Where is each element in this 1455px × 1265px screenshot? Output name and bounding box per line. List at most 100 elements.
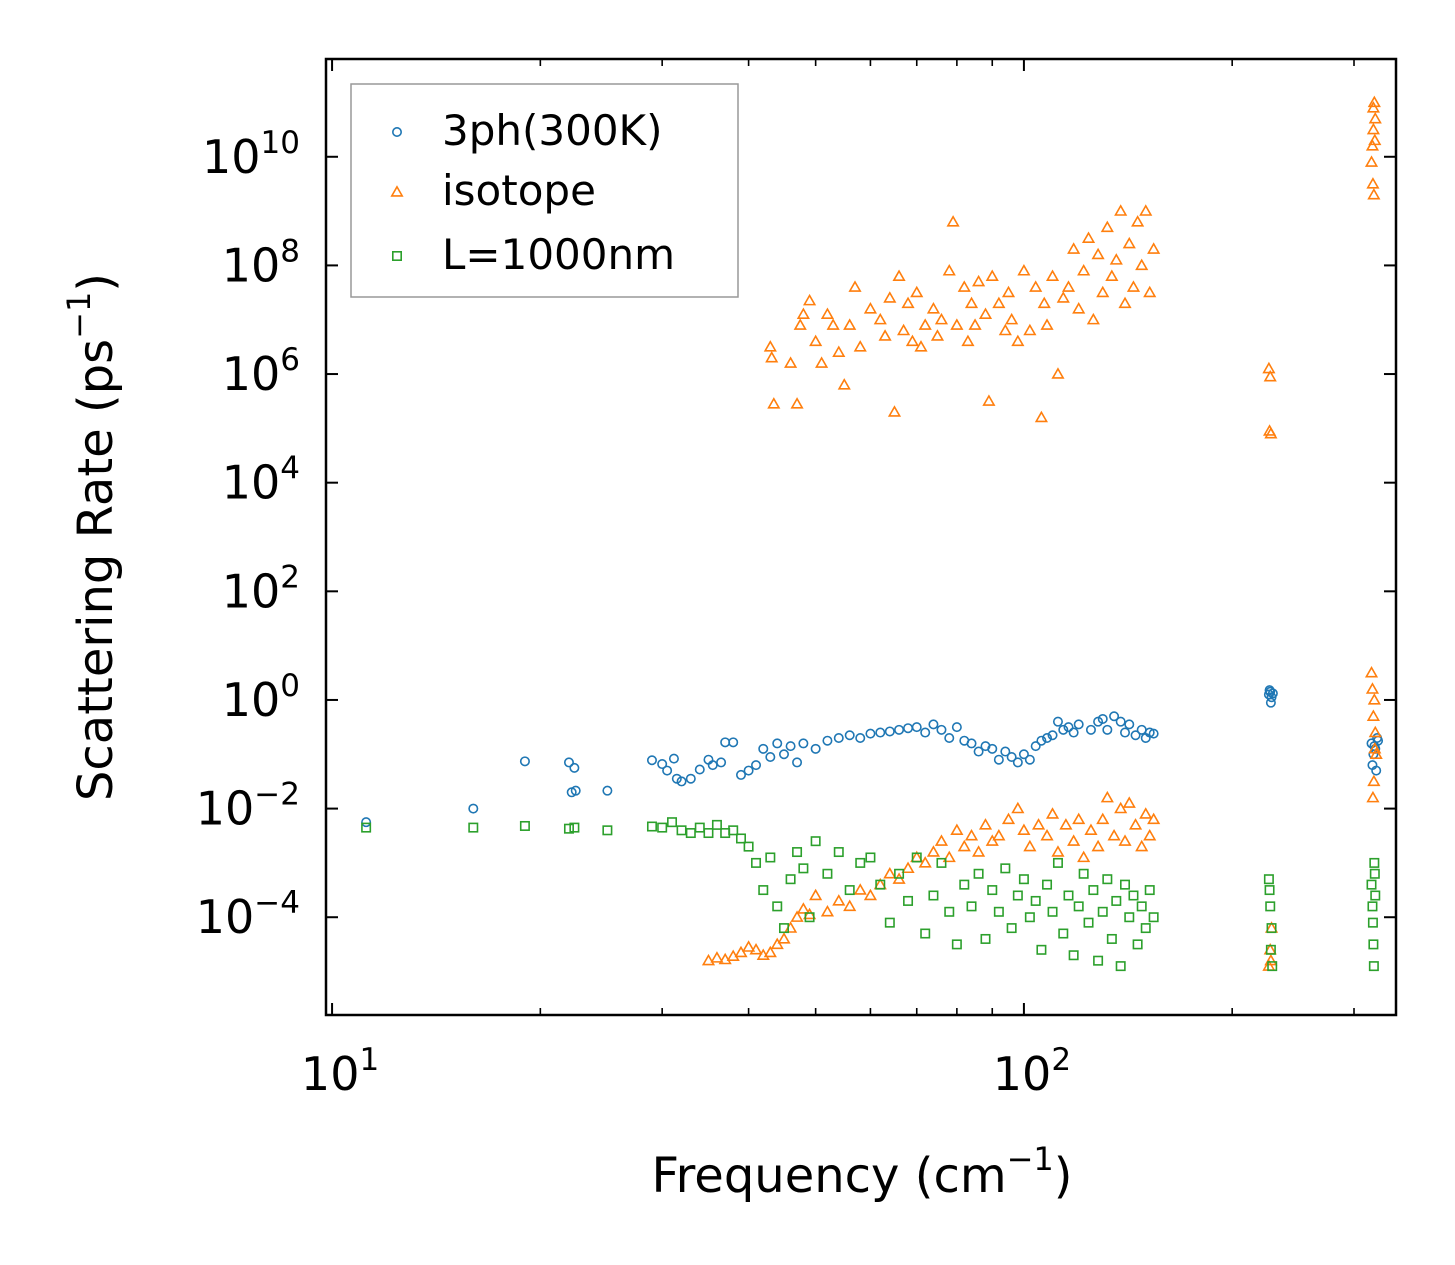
data-point-3ph [1018,749,1029,760]
data-point-isotope [1061,280,1076,292]
data-point-boundary [1073,901,1084,912]
data-point-3ph [563,757,574,768]
data-point-isotope [742,940,756,952]
data-point-3ph [735,769,746,780]
data-point-isotope [1122,236,1136,249]
data-point-isotope [1091,247,1105,260]
data-point-isotope [1364,155,1379,167]
x-axis-label-main: Frequency (cm [651,1148,1006,1204]
data-point-isotope [901,861,915,874]
data-point-isotope [950,318,964,330]
data-point-isotope [985,269,999,281]
data-point-isotope [863,888,878,901]
data-point-isotope [1128,818,1143,830]
data-point-isotope [934,312,949,325]
data-point-3ph [569,762,580,773]
data-point-3ph [758,743,769,754]
data-point-3ph [716,757,727,768]
legend-box [350,83,739,298]
data-point-boundary [875,879,886,890]
data-point-3ph [987,743,998,754]
data-point-3ph [1068,727,1079,738]
data-point-boundary [1030,895,1041,906]
series-boundary [361,817,1381,972]
data-point-isotope [832,894,846,906]
legend-entry-3ph: 3ph(300K) [391,106,662,155]
data-point-isotope [710,951,724,963]
data-point-boundary [1036,944,1047,955]
data-point-boundary [1140,923,1151,934]
data-point-boundary [1369,868,1380,879]
data-point-3ph [875,727,886,738]
data-point-3ph [1012,757,1023,768]
data-point-isotope [950,823,964,836]
data-point-boundary [751,857,762,868]
data-point-3ph [822,735,833,746]
data-point-isotope [1118,834,1132,846]
data-point-boundary [519,820,530,831]
data-point-isotope [961,334,975,347]
data-point-boundary [884,917,895,928]
data-point-boundary [911,852,922,863]
data-point-boundary [743,841,754,852]
data-point-3ph [685,773,696,784]
series-isotope [701,95,1383,971]
data-point-isotope [1135,839,1149,852]
data-point-3ph [1073,719,1084,730]
data-point-isotope [1072,812,1086,825]
data-point-boundary [1132,939,1143,950]
data-point-3ph [1006,751,1017,762]
data-point-isotope [853,883,867,895]
data-point-isotope [1051,367,1065,379]
data-point-isotope [763,340,777,352]
data-point-isotope [968,318,982,330]
data-point-isotope [826,318,840,330]
data-point-isotope [1114,204,1128,216]
data-point-boundary [1368,939,1379,950]
data-point-3ph [951,722,962,733]
data-point-isotope [1109,253,1123,265]
data-point-3ph [903,723,914,734]
data-point-isotope [796,902,810,914]
data-point-isotope [1368,111,1382,124]
data-point-boundary [920,928,931,939]
data-point-boundary [936,857,947,868]
data-point-boundary [993,906,1004,917]
data-point-isotope [1100,790,1114,803]
data-point-boundary [711,819,722,830]
data-point-boundary [728,825,739,836]
data-point-3ph [928,719,939,730]
data-point-isotope [1147,242,1161,254]
data-point-3ph [993,754,1004,765]
data-point-boundary [1265,901,1276,912]
data-point-isotope [1059,818,1073,830]
data-point-boundary [1115,961,1126,972]
data-point-isotope [802,907,817,920]
data-point-3ph [920,727,931,738]
legend-label-isotope: isotope [442,166,596,215]
data-point-boundary [1047,906,1058,917]
data-point-3ph [720,737,731,748]
data-point-3ph [936,724,947,735]
legend-marker-isotope [390,185,404,197]
data-point-3ph [570,785,581,796]
data-point-isotope [1011,334,1025,347]
data-point-isotope [957,280,971,292]
data-point-isotope [1139,807,1153,819]
data-point-boundary [804,912,815,923]
data-point-3ph [1264,685,1275,696]
data-point-3ph [1124,719,1135,730]
data-point-boundary [928,890,939,901]
plot-frame [324,57,1398,1017]
data-point-boundary [1052,857,1063,868]
data-point-3ph [751,760,762,771]
data-point-3ph [361,817,372,828]
data-point-isotope [1368,742,1382,754]
data-point-isotope [843,318,857,330]
data-point-boundary [1267,961,1278,972]
data-point-boundary [987,885,998,896]
data-point-isotope [790,397,804,409]
data-point-isotope [1023,839,1037,852]
y-tick-label: 104 [222,451,300,510]
